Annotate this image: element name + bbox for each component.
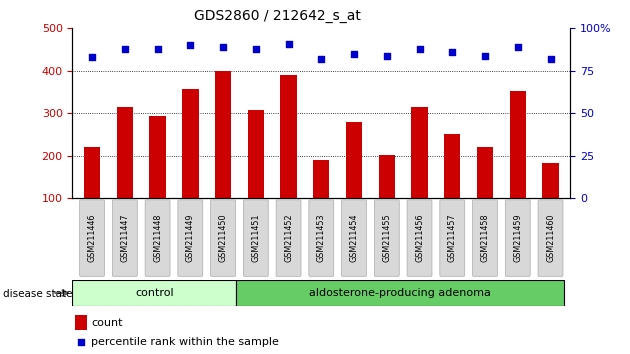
- Text: GSM211450: GSM211450: [219, 214, 227, 262]
- FancyBboxPatch shape: [505, 200, 530, 276]
- Bar: [75, 315, 88, 330]
- Bar: [510, 91, 526, 198]
- Text: GSM211455: GSM211455: [382, 214, 391, 262]
- Point: [87, 55, 97, 60]
- Text: GSM211453: GSM211453: [317, 214, 326, 262]
- FancyBboxPatch shape: [440, 200, 465, 276]
- Point: [382, 53, 392, 58]
- Text: GSM211448: GSM211448: [153, 214, 162, 262]
- FancyBboxPatch shape: [276, 200, 301, 276]
- Point: [218, 44, 228, 50]
- Bar: [215, 71, 231, 198]
- Point: [513, 44, 523, 50]
- Text: GSM211458: GSM211458: [481, 214, 490, 262]
- FancyBboxPatch shape: [112, 200, 137, 276]
- FancyBboxPatch shape: [236, 280, 564, 306]
- FancyBboxPatch shape: [341, 200, 367, 276]
- Text: GSM211460: GSM211460: [546, 214, 555, 262]
- Point: [316, 56, 326, 62]
- Bar: [149, 116, 166, 198]
- Point: [415, 46, 425, 52]
- FancyBboxPatch shape: [309, 200, 334, 276]
- Point: [185, 42, 195, 48]
- Text: GSM211457: GSM211457: [448, 214, 457, 262]
- Text: control: control: [135, 288, 174, 298]
- Text: GSM211452: GSM211452: [284, 214, 293, 262]
- Point: [447, 49, 457, 55]
- Point: [546, 56, 556, 62]
- Bar: [542, 164, 559, 198]
- Bar: [313, 160, 329, 198]
- FancyBboxPatch shape: [145, 200, 170, 276]
- FancyBboxPatch shape: [538, 200, 563, 276]
- Text: GSM211459: GSM211459: [513, 214, 522, 262]
- Point: [480, 53, 490, 58]
- Bar: [182, 88, 198, 198]
- Text: GSM211446: GSM211446: [88, 214, 96, 262]
- Bar: [379, 155, 395, 198]
- Point: [284, 41, 294, 46]
- Bar: [280, 75, 297, 198]
- Text: percentile rank within the sample: percentile rank within the sample: [91, 337, 279, 347]
- Bar: [477, 147, 493, 198]
- Bar: [248, 110, 264, 198]
- Bar: [411, 107, 428, 198]
- Text: GSM211456: GSM211456: [415, 214, 424, 262]
- FancyBboxPatch shape: [407, 200, 432, 276]
- FancyBboxPatch shape: [178, 200, 203, 276]
- FancyBboxPatch shape: [210, 200, 236, 276]
- Point: [76, 339, 86, 345]
- Point: [120, 46, 130, 52]
- Text: GDS2860 / 212642_s_at: GDS2860 / 212642_s_at: [194, 9, 360, 23]
- FancyBboxPatch shape: [72, 280, 236, 306]
- Point: [152, 46, 163, 52]
- Bar: [444, 134, 461, 198]
- FancyBboxPatch shape: [243, 200, 268, 276]
- FancyBboxPatch shape: [374, 200, 399, 276]
- Point: [349, 51, 359, 57]
- Text: count: count: [91, 318, 123, 328]
- Point: [251, 46, 261, 52]
- Text: disease state: disease state: [3, 289, 72, 299]
- Text: GSM211449: GSM211449: [186, 214, 195, 262]
- Text: GSM211447: GSM211447: [120, 214, 129, 262]
- Text: GSM211451: GSM211451: [251, 214, 260, 262]
- Bar: [84, 147, 100, 198]
- Text: aldosterone-producing adenoma: aldosterone-producing adenoma: [309, 288, 491, 298]
- Text: GSM211454: GSM211454: [350, 214, 358, 262]
- Bar: [117, 107, 133, 198]
- FancyBboxPatch shape: [79, 200, 105, 276]
- Bar: [346, 122, 362, 198]
- FancyBboxPatch shape: [472, 200, 498, 276]
